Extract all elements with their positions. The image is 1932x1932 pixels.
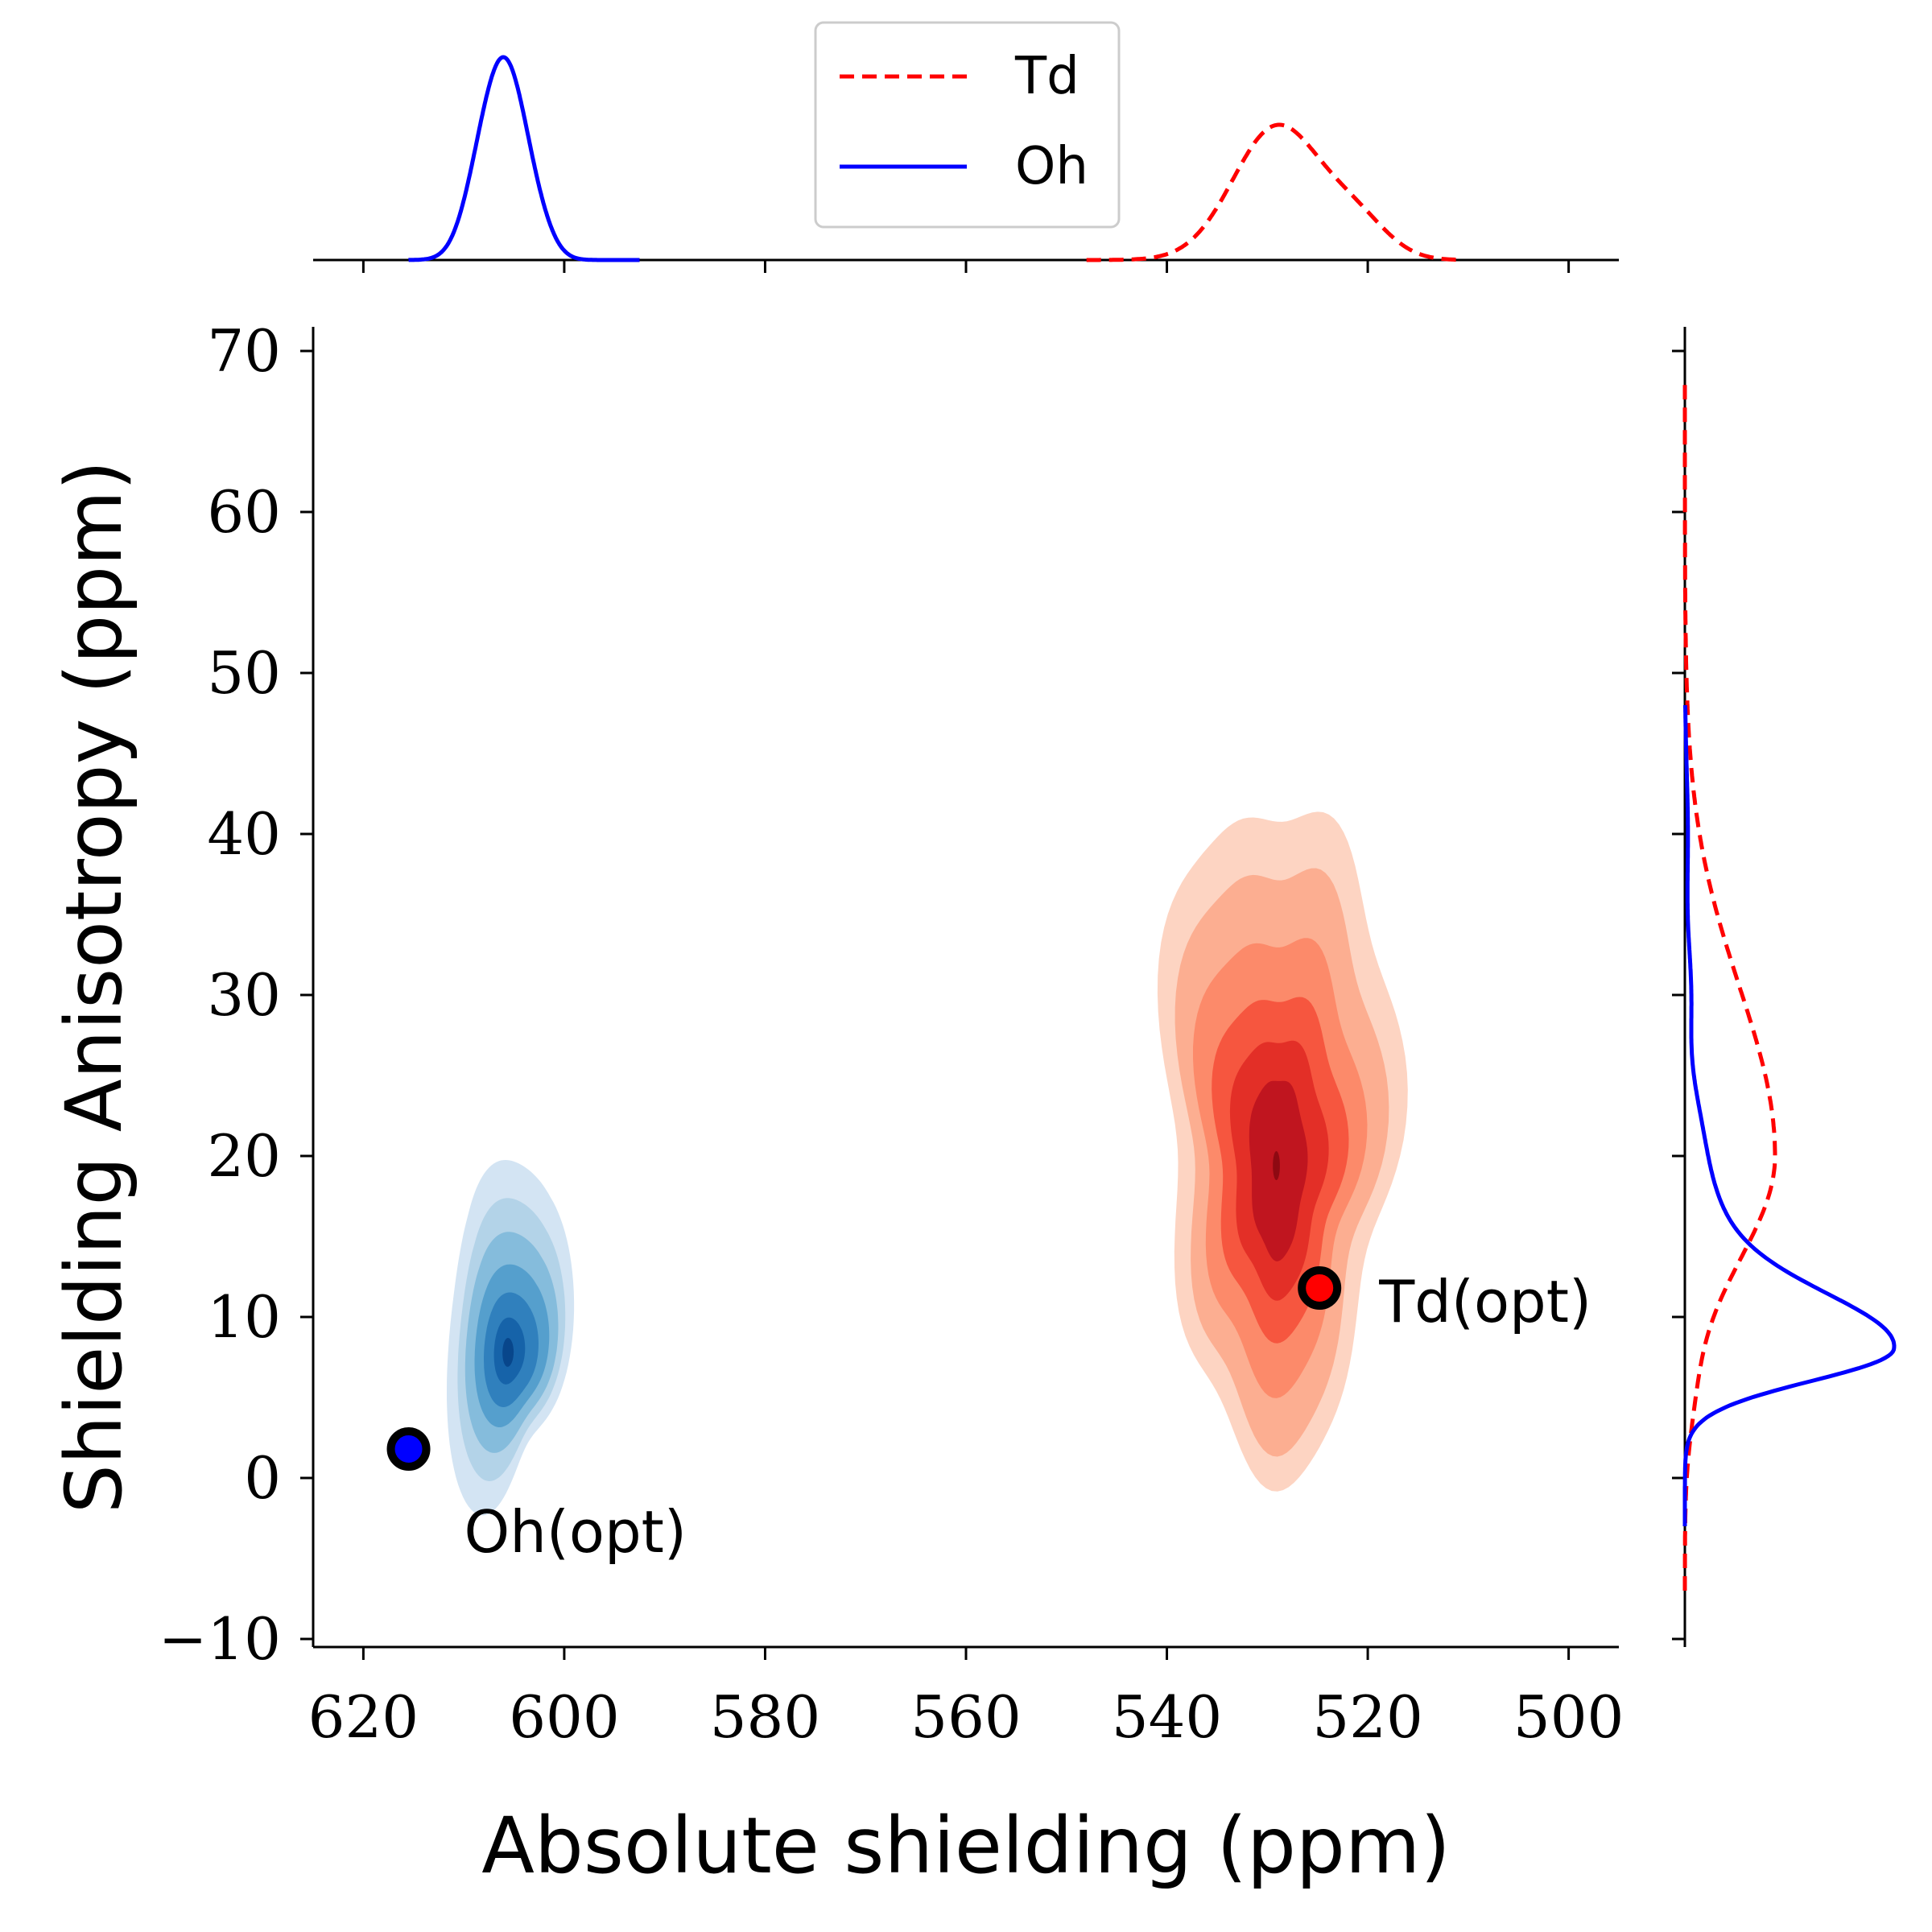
x-tick-label: 620: [308, 1683, 419, 1751]
x-axis-ticks: 620 600 580 560 540 520 500: [308, 1647, 1624, 1751]
y-tick-label: 70: [207, 317, 281, 385]
td-marginal-x-curve: [1086, 122, 1463, 262]
y-tick-label: 10: [207, 1283, 281, 1351]
oh-contour-level: [502, 1338, 514, 1367]
legend-oh-label: Oh: [1015, 137, 1088, 196]
oh-marginal-x-curve: [408, 55, 640, 262]
y-tick-label: 20: [207, 1122, 281, 1190]
x-tick-label: 580: [710, 1683, 820, 1751]
td-marginal-y-curve: [1682, 383, 1777, 1591]
x-tick-label: 540: [1112, 1683, 1222, 1751]
td-opt-point: [1298, 1266, 1342, 1310]
x-tick-label: 600: [509, 1683, 619, 1751]
td-contour-level: [1273, 1151, 1280, 1180]
y-axis-label: Shielding Anisotropy (ppm): [49, 460, 139, 1513]
td-kde-contours: [1157, 811, 1408, 1492]
reference-points: Oh(opt) Td(opt): [386, 1266, 1591, 1566]
x-tick-label: 560: [910, 1683, 1021, 1751]
right-marginal-plot: [1672, 327, 1897, 1647]
x-tick-label: 520: [1312, 1683, 1422, 1751]
right-marginal-ticks: [1672, 349, 1685, 1641]
y-tick-label: 60: [207, 478, 281, 546]
x-axis-label: Absolute shielding (ppm): [481, 1801, 1451, 1891]
y-tick-label: −10: [159, 1605, 281, 1673]
y-tick-label: 0: [244, 1444, 281, 1512]
y-axis-ticks: −10 0 10 20 30 40 50 60 70: [159, 317, 313, 1673]
y-tick-label: 40: [207, 800, 281, 868]
top-marginal-ticks: [361, 260, 1571, 273]
oh-opt-label: Oh(opt): [464, 1498, 687, 1566]
legend-td-label: Td: [1014, 47, 1080, 106]
x-tick-label: 500: [1513, 1683, 1624, 1751]
main-plot: 620 600 580 560 540 520 500 −10 0 10 20 30 40 50 60 70…: [159, 317, 1624, 1751]
oh-opt-point: [386, 1427, 431, 1471]
y-tick-label: 50: [207, 639, 281, 707]
oh-marginal-y-curve: [1682, 705, 1897, 1526]
oh-kde-contours: [447, 1160, 575, 1516]
td-opt-label: Td(opt): [1378, 1268, 1591, 1335]
y-tick-label: 30: [207, 961, 281, 1029]
top-marginal-plot: [313, 55, 1619, 273]
legend-frame: [814, 21, 1121, 229]
legend: Td Oh: [814, 21, 1121, 229]
